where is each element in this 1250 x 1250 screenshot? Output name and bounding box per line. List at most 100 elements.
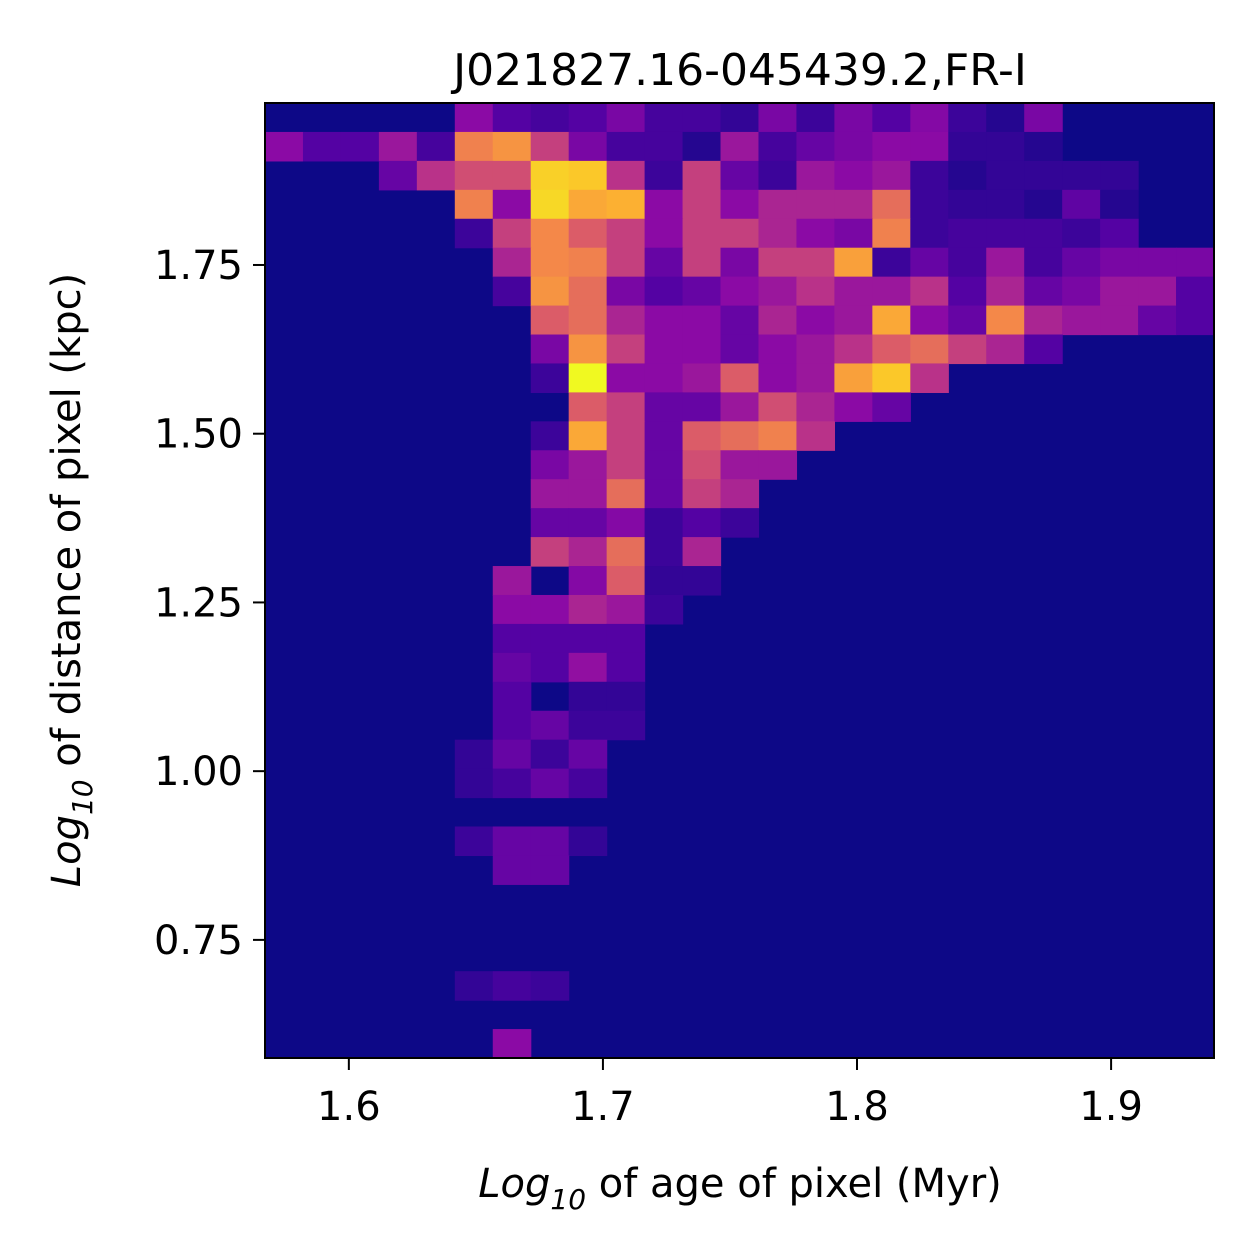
heatmap-cell	[454, 189, 494, 220]
heatmap-cell	[644, 566, 684, 596]
heatmap-cell	[530, 652, 570, 683]
heatmap-cell	[644, 218, 684, 249]
heatmap-cell	[948, 103, 987, 133]
heatmap-cell	[910, 218, 949, 249]
heatmap-cell	[720, 450, 760, 480]
heatmap-cell	[265, 131, 304, 162]
heatmap-cell	[986, 131, 1025, 162]
heatmap-cell	[568, 392, 608, 422]
heatmap-cell	[568, 189, 608, 220]
heatmap-cell	[568, 623, 608, 654]
heatmap-cell	[568, 681, 608, 712]
heatmap-cell	[986, 103, 1025, 133]
heatmap-cell	[682, 247, 722, 278]
heatmap-cell	[568, 508, 608, 538]
heatmap-cell	[606, 508, 646, 538]
heatmap-cell	[606, 131, 646, 162]
heatmap-cell	[454, 218, 494, 249]
heatmap-cell	[872, 392, 911, 422]
heatmap-cell	[530, 508, 570, 538]
heatmap-cell	[720, 421, 760, 451]
heatmap-cell	[606, 681, 646, 712]
heatmap-cell	[568, 768, 608, 799]
heatmap-cell	[796, 363, 835, 393]
heatmap-cell	[416, 131, 456, 162]
heatmap-cell	[910, 189, 949, 220]
heatmap-cell	[530, 537, 570, 567]
heatmap-cell	[530, 421, 570, 451]
heatmap-cell	[1138, 276, 1177, 307]
heatmap-cell	[872, 131, 911, 162]
heatmap-cell	[644, 276, 684, 307]
heatmap-cell	[758, 450, 798, 480]
heatmap-cell	[606, 566, 646, 596]
heatmap-cell	[872, 305, 911, 336]
heatmap-cell	[682, 537, 722, 567]
x-axis-label: Log10 of age of pixel (Myr)	[478, 1161, 1002, 1216]
heatmap-cell	[910, 103, 949, 133]
heatmap-cell	[606, 247, 646, 278]
heatmap-cell	[568, 421, 608, 451]
heatmap-cell	[720, 479, 760, 509]
heatmap-cell	[492, 594, 532, 625]
heatmap-cell	[1024, 189, 1063, 220]
heatmap-cell	[568, 218, 608, 249]
x-tick-label: 1.9	[1079, 1084, 1143, 1130]
heatmap-cell	[1024, 103, 1063, 133]
heatmap-cell	[986, 189, 1025, 220]
heatmap-cell	[720, 131, 760, 162]
y-axis-label-subscript: 10	[66, 779, 99, 815]
heatmap-cell	[644, 247, 684, 278]
heatmap-cell	[720, 508, 760, 538]
heatmap-cell	[948, 305, 987, 336]
heatmap-cell	[492, 1029, 532, 1059]
heatmap-cell	[644, 508, 684, 538]
heatmap-cell	[530, 768, 570, 799]
heatmap-cell	[872, 160, 911, 191]
heatmap-cell	[606, 363, 646, 393]
heatmap-cell	[948, 131, 987, 162]
heatmap-cell	[644, 131, 684, 162]
heatmap-cell	[910, 363, 949, 393]
heatmap-cell	[872, 103, 911, 133]
heatmap-cell	[530, 160, 570, 191]
heatmap-cell	[720, 160, 760, 191]
heatmap-cell	[1024, 276, 1063, 307]
x-axis-label-subscript: 10	[550, 1183, 586, 1216]
heatmap-cell	[568, 305, 608, 336]
heatmap-cell	[948, 160, 987, 191]
heatmap-cell	[834, 218, 873, 249]
heatmap-cell	[492, 103, 532, 133]
chart-title: J021827.16-045439.2,FR-I	[450, 45, 1027, 96]
plot-frame	[264, 102, 1215, 1059]
heatmap-cell	[568, 247, 608, 278]
heatmap-cell	[492, 276, 532, 307]
heatmap-cell	[606, 334, 646, 365]
heatmap-cell	[1138, 247, 1177, 278]
heatmap-cell	[682, 305, 722, 336]
x-axis-label-text: of age of pixel (Myr)	[586, 1161, 1002, 1207]
heatmap-cell	[872, 247, 911, 278]
heatmap-cell	[644, 363, 684, 393]
x-tick-label: 1.6	[317, 1084, 381, 1130]
heatmap-cell	[492, 855, 532, 885]
heatmap-cell	[986, 247, 1025, 278]
heatmap-cell	[682, 218, 722, 249]
heatmap-cell	[1062, 189, 1101, 220]
heatmap-cell	[834, 131, 873, 162]
heatmap-cell	[682, 566, 722, 596]
heatmap-cell	[302, 131, 342, 162]
y-tick-label: 1.25	[154, 580, 243, 626]
heatmap-cell	[834, 247, 873, 278]
heatmap-cell	[530, 305, 570, 336]
heatmap-cell	[568, 710, 608, 741]
heatmap-cell	[1024, 334, 1063, 365]
heatmap-cell	[644, 594, 684, 625]
heatmap-cell	[948, 189, 987, 220]
heatmap-cell	[644, 479, 684, 509]
heatmap-cell	[1100, 305, 1139, 336]
heatmap-cell	[872, 276, 911, 307]
heatmap-cell	[644, 421, 684, 451]
heatmap-cell	[416, 160, 456, 191]
heatmap-cell	[644, 160, 684, 191]
